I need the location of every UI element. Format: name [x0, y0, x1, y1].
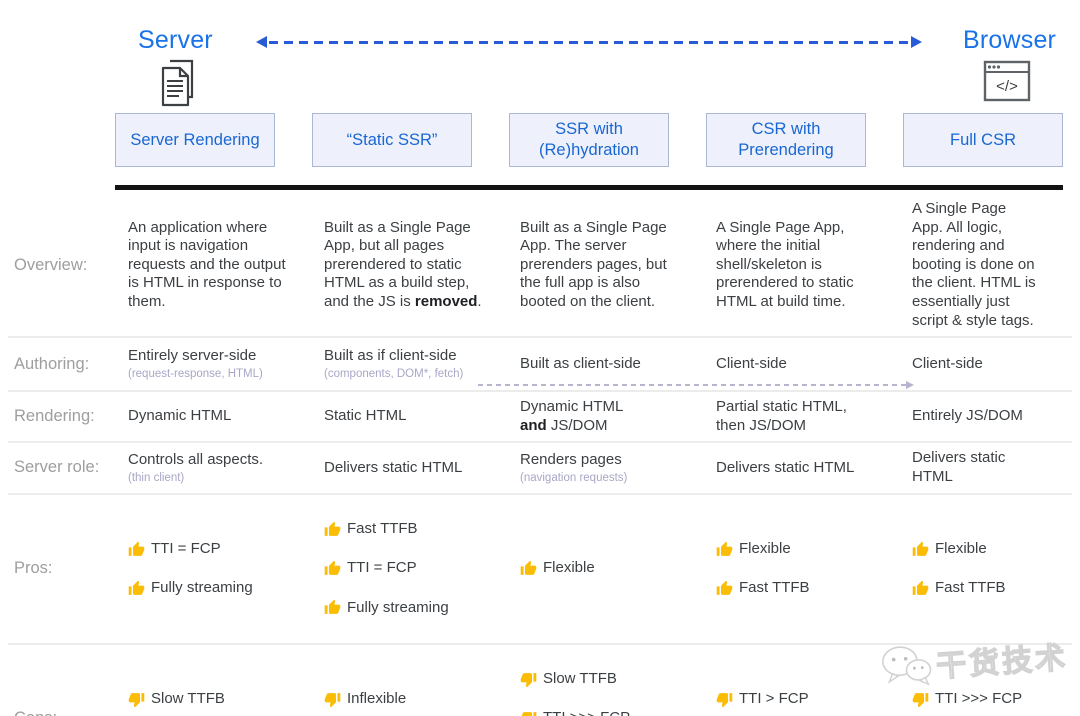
server-role-cell: Controls all aspects. (thin client): [128, 445, 324, 492]
cons-cell: TTI >>> FCP No streaming: [912, 664, 1072, 716]
rendering-cell: Partial static HTML, then JS/DOM: [716, 398, 847, 434]
overview-cell: A Single Page App. All logic, rendering …: [912, 200, 1036, 329]
overview-cell: A Single Page App, where the initial she…: [716, 218, 854, 310]
overview-cell: Built as a Single Page App, but all page…: [324, 218, 482, 310]
authoring-subtext: (request-response, HTML): [128, 368, 263, 381]
row-overview: Overview: An application where input is …: [8, 194, 1072, 339]
pros-cell: TTI = FCP Fully streaming: [128, 514, 324, 623]
row-pros: Pros: TTI = FCP Fully streaming Fast TTF…: [8, 495, 1072, 645]
pro-item: Flexible: [912, 540, 1040, 559]
row-rendering: Rendering: Dynamic HTML Static HTML Dyna…: [8, 392, 1072, 444]
rendering-cell: Entirely JS/DOM: [912, 407, 1023, 425]
rendering-cell: Dynamic HTML: [128, 407, 232, 425]
thumbs-up-icon: [716, 580, 733, 595]
server-role-subtext: (navigation requests): [520, 472, 628, 485]
approach-box-csr-prerendering: CSR with Prerendering: [706, 113, 866, 167]
browser-window-code-icon: </>: [983, 60, 1031, 107]
pros-cell: Flexible Fast TTFB: [716, 514, 912, 623]
thumbs-up-icon: [912, 580, 929, 595]
row-authoring: Authoring: Entirely server-side (request-…: [8, 338, 1072, 393]
cons-cell: TTI > FCP Limited streaming: [716, 664, 912, 716]
thumbs-down-icon: [128, 692, 145, 707]
pro-item: Fully streaming: [128, 579, 292, 598]
server-role-cell: Renders pages (navigation requests): [520, 445, 716, 492]
row-label-pros: Pros:: [14, 559, 53, 578]
authoring-subtext: (components, DOM*, fetch): [324, 368, 464, 381]
pro-item: Flexible: [716, 540, 880, 559]
cons-cell: Slow TTFB TTI >>> FCP Usually buffered: [520, 645, 716, 716]
row-label-cons: Cons:: [8, 709, 128, 716]
approach-box-ssr-rehydration: SSR with (Re)hydration: [509, 113, 669, 167]
cons-cell: Inflexible Leads to hydration: [324, 664, 520, 716]
dashed-line: [269, 40, 909, 44]
server-role-cell: Delivers static HTML: [324, 458, 463, 476]
authoring-cell: Entirely server-side (request-response, H…: [128, 341, 324, 388]
thumbs-up-icon: [912, 541, 929, 556]
thumbs-up-icon: [520, 560, 537, 575]
authoring-cell: Client-side: [716, 354, 787, 372]
row-label-server-role: Server role:: [14, 458, 100, 477]
con-item: Inflexible: [324, 690, 488, 709]
thumbs-up-icon: [128, 541, 145, 556]
approach-box-full-csr: Full CSR: [903, 113, 1063, 167]
pro-item: Fast TTFB: [716, 579, 880, 598]
thumbs-up-icon: [128, 580, 145, 595]
thumbs-down-icon: [716, 692, 733, 707]
thumbs-down-icon: [520, 673, 537, 688]
server-role-cell: Delivers static HTML: [716, 458, 855, 476]
overview-cell: An application where input is navigation…: [128, 218, 286, 310]
thumbs-down-icon: [912, 692, 929, 707]
pro-item: Fast TTFB: [912, 579, 1040, 598]
server-endpoint-label: Server: [138, 26, 213, 54]
row-cons: Cons: Slow TTFB Inflexible Inflexible Le…: [8, 645, 1072, 716]
rendering-cell: Dynamic HTML and JS/DOM: [520, 398, 624, 434]
pro-item: Fast TTFB: [324, 520, 488, 539]
authoring-cell: Built as client-side: [520, 354, 641, 372]
arrowhead-right: [906, 381, 914, 389]
con-item: Slow TTFB: [128, 690, 292, 709]
row-label-authoring: Authoring:: [14, 354, 90, 373]
row-label-overview: Overview:: [14, 255, 88, 274]
pros-cell: Flexible: [520, 534, 716, 604]
thumbs-up-icon: [324, 600, 341, 615]
dashed-line: [478, 384, 906, 386]
con-item: TTI > FCP: [716, 690, 880, 709]
thumbs-up-icon: [716, 541, 733, 556]
table-top-divider: [115, 185, 1063, 190]
authoring-cell: Client-side: [912, 354, 983, 372]
arrowhead-right: [911, 36, 922, 48]
rendering-cell: Static HTML: [324, 407, 407, 425]
pro-item: TTI = FCP: [128, 540, 292, 559]
pro-item: Flexible: [520, 559, 684, 578]
authoring-spectrum-arrow: [478, 380, 914, 390]
overview-cell: Built as a Single Page App. The server p…: [520, 218, 667, 310]
browser-endpoint-label: Browser: [963, 26, 1057, 54]
approach-box-server-rendering: Server Rendering: [115, 113, 275, 167]
svg-text:</>: </>: [996, 78, 1018, 95]
pro-item: TTI = FCP: [324, 559, 488, 578]
thumbs-up-icon: [324, 521, 341, 536]
cons-cell: Slow TTFB Inflexible: [128, 664, 324, 716]
server-browser-spectrum-arrow: [256, 35, 922, 49]
arrowhead-left: [256, 36, 267, 48]
documents-icon: [155, 57, 201, 114]
authoring-cell: Built as if client-side (components, DOM*…: [324, 341, 520, 388]
pros-cell: Flexible Fast TTFB: [912, 514, 1072, 623]
pro-item: Fully streaming: [324, 599, 488, 618]
pros-cell: Fast TTFB TTI = FCP Fully streaming: [324, 495, 520, 643]
comparison-table: Overview: An application where input is …: [8, 194, 1072, 716]
server-role-cell: Delivers static HTML: [912, 449, 1006, 485]
row-server-role: Server role: Controls all aspects. (thin …: [8, 443, 1072, 495]
approach-box-static-ssr: “Static SSR”: [312, 113, 472, 167]
con-item: TTI >>> FCP: [520, 709, 684, 716]
server-role-subtext: (thin client): [128, 472, 185, 485]
row-label-rendering: Rendering:: [14, 407, 95, 426]
con-item: Slow TTFB: [520, 670, 684, 689]
thumbs-down-icon: [324, 692, 341, 707]
con-item: TTI >>> FCP: [912, 690, 1040, 709]
thumbs-down-icon: [521, 712, 537, 716]
thumbs-up-icon: [324, 560, 341, 575]
